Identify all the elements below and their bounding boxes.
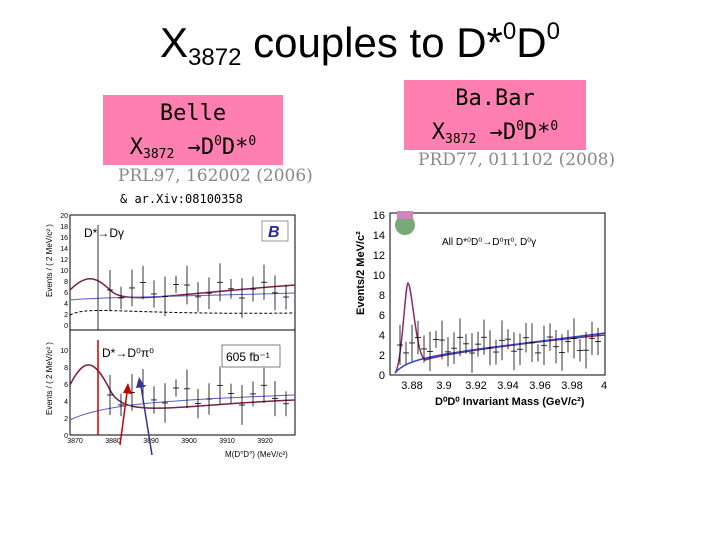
svg-text:B: B bbox=[268, 224, 280, 241]
babar-ytick: 4 bbox=[379, 330, 385, 342]
babar-ytick: 10 bbox=[373, 270, 385, 282]
belle-top-ytick: 8 bbox=[64, 279, 68, 286]
babar-ytick: 12 bbox=[373, 250, 385, 262]
belle-xtick: 3890 bbox=[143, 438, 159, 445]
babar-reference: PRD77, 011102 (2008) bbox=[418, 150, 616, 170]
belle-bottom-ytick: 10 bbox=[60, 348, 68, 355]
belle-top-ytick: 2 bbox=[64, 312, 68, 319]
belle-label-box: Belle X3872 →D0D*0 bbox=[103, 95, 283, 165]
babar-xtick: 3.9 bbox=[436, 380, 451, 392]
belle-bottom-channel: D*→D⁰π⁰ bbox=[102, 346, 154, 360]
babar-label-box: Ba.Bar X3872 →D0D*0 bbox=[404, 80, 586, 150]
belle-top-ytick: 14 bbox=[60, 246, 68, 253]
babar-xtick: 3.88 bbox=[401, 380, 422, 392]
babar-ytick: 16 bbox=[373, 210, 385, 222]
belle-xtick: 3870 bbox=[67, 438, 83, 445]
babar-ytick: 6 bbox=[379, 310, 385, 322]
babar-decay: X3872 →D0D*0 bbox=[431, 119, 559, 147]
babar-ylabel: Events/2 MeV/c² bbox=[355, 231, 367, 315]
babar-ytick: 8 bbox=[379, 290, 385, 302]
babar-xlabel: D⁰D⁰ Invariant Mass (GeV/c²) bbox=[435, 396, 585, 408]
belle-top-ytick: 18 bbox=[60, 224, 68, 231]
belle-top-ytick: 20 bbox=[60, 213, 68, 220]
belle-xtick: 3900 bbox=[181, 438, 197, 445]
babar-xtick: 3.94 bbox=[497, 380, 518, 392]
belle-top-ytick: 10 bbox=[60, 268, 68, 275]
belle-decay: X3872 →D0D*0 bbox=[129, 134, 257, 162]
belle-xtick: 3880 bbox=[105, 438, 121, 445]
belle-plot: Events / ( 2 MeV/c² ) Events / ( 2 MeV/c… bbox=[40, 205, 300, 460]
babar-xtick: 3.98 bbox=[561, 380, 582, 392]
belle-top-ytick: 16 bbox=[60, 235, 68, 242]
belle-logo-icon bbox=[261, 220, 289, 242]
belle-bottom-ytick: 4 bbox=[64, 399, 68, 406]
arxiv-reference: & ar.Xiv:08100358 bbox=[120, 192, 243, 206]
belle-bottom-ytick: 8 bbox=[64, 365, 68, 372]
babar-legend: All D*⁰D⁰→D⁰π⁰, D⁰γ bbox=[442, 237, 536, 248]
slide-title: X3872 couples to D*0D0 bbox=[160, 18, 560, 71]
belle-top-ytick: 6 bbox=[64, 290, 68, 297]
belle-top-channel: D*→Dγ bbox=[84, 226, 124, 240]
belle-xlabel: M(D°D°) (MeV/c²) bbox=[225, 450, 288, 459]
belle-top-ytick: 12 bbox=[60, 257, 68, 264]
belle-ylabel-bottom: Events / ( 2 MeV/c² ) bbox=[45, 342, 54, 415]
blue-arrow-icon bbox=[136, 377, 145, 388]
belle-label: Belle bbox=[159, 101, 227, 126]
babar-ytick: 2 bbox=[379, 350, 385, 362]
belle-bottom-ytick: 2 bbox=[64, 416, 68, 423]
belle-ylabel: Events / ( 2 MeV/c² ) bbox=[45, 224, 54, 297]
babar-xtick: 3.92 bbox=[465, 380, 486, 392]
babar-ytick: 14 bbox=[373, 230, 385, 242]
belle-top-ytick: 0 bbox=[64, 323, 68, 330]
babar-ytick: 0 bbox=[379, 370, 385, 382]
belle-xtick: 3920 bbox=[257, 438, 273, 445]
belle-top-ytick: 4 bbox=[64, 301, 68, 308]
belle-bottom-ytick: 0 bbox=[64, 433, 68, 440]
belle-bottom-ytick: 6 bbox=[64, 382, 68, 389]
babar-xtick: 3.96 bbox=[529, 380, 550, 392]
babar-plot: Events/2 MeV/c² 16 14 12 10 8 6 4 2 0 3.88 3.9 3.9… bbox=[350, 205, 610, 415]
belle-lumi: 605 fb⁻¹ bbox=[226, 350, 270, 364]
red-arrow-icon bbox=[123, 383, 132, 394]
belle-reference: PRL97, 162002 (2006) bbox=[118, 166, 313, 186]
babar-label: Ba.Bar bbox=[455, 86, 535, 111]
belle-xtick: 3910 bbox=[219, 438, 235, 445]
babar-mascot-icon bbox=[395, 215, 415, 235]
babar-xtick: 4 bbox=[601, 380, 607, 392]
